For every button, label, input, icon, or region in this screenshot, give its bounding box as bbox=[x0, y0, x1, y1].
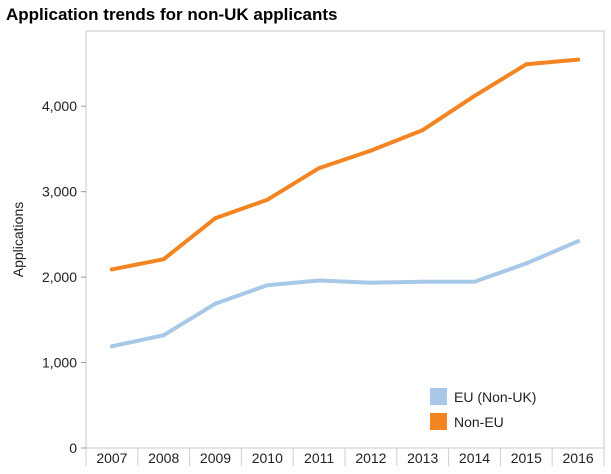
x-tick-label: 2008 bbox=[148, 450, 179, 466]
x-tick-label: 2013 bbox=[407, 450, 438, 466]
data-point bbox=[420, 279, 425, 284]
data-point bbox=[317, 278, 322, 283]
plot-frame bbox=[85, 30, 605, 449]
data-point bbox=[161, 333, 166, 338]
y-tick-label: 2,000 bbox=[42, 269, 77, 285]
legend-label: EU (Non-UK) bbox=[454, 389, 536, 405]
legend-label: Non-EU bbox=[454, 414, 504, 430]
data-point bbox=[317, 166, 322, 171]
series-lines bbox=[109, 57, 581, 349]
data-point bbox=[161, 257, 166, 262]
y-axis-label: Applications bbox=[10, 202, 26, 278]
x-tick-label: 2015 bbox=[511, 450, 542, 466]
data-point bbox=[265, 197, 270, 202]
data-point bbox=[265, 283, 270, 288]
y-tick-label: 4,000 bbox=[42, 98, 77, 114]
x-tick-label: 2010 bbox=[252, 450, 283, 466]
x-tick-label: 2011 bbox=[304, 450, 334, 466]
y-tick-label: 3,000 bbox=[42, 184, 77, 200]
data-point bbox=[213, 301, 218, 306]
series-line bbox=[109, 57, 581, 272]
data-point bbox=[524, 261, 529, 266]
x-tick-label: 2012 bbox=[355, 450, 386, 466]
x-tick-label: 2016 bbox=[563, 450, 594, 466]
x-tick-label: 2009 bbox=[200, 450, 231, 466]
data-point bbox=[472, 93, 477, 98]
axes: 0 1,000 2,000 3,000 4,000 Applications 2007 200… bbox=[10, 30, 605, 466]
legend-swatch bbox=[430, 388, 447, 405]
y-tick-label: 0 bbox=[69, 440, 77, 456]
chart-title: Application trends for non-UK applicants bbox=[6, 5, 338, 24]
data-point bbox=[109, 267, 114, 272]
data-point bbox=[213, 216, 218, 221]
series-line bbox=[109, 239, 581, 349]
data-point bbox=[368, 280, 373, 285]
data-point bbox=[576, 57, 581, 62]
data-point bbox=[524, 62, 529, 67]
y-tick-label: 1,000 bbox=[42, 355, 77, 371]
x-tick-label: 2007 bbox=[96, 450, 127, 466]
data-point bbox=[109, 344, 114, 349]
data-point bbox=[420, 128, 425, 133]
data-point bbox=[576, 239, 581, 244]
legend-swatch bbox=[430, 413, 447, 430]
x-tick-label: 2014 bbox=[459, 450, 490, 466]
data-point bbox=[368, 148, 373, 153]
data-point bbox=[472, 279, 477, 284]
legend: EU (Non-UK) Non-EU bbox=[430, 388, 536, 430]
